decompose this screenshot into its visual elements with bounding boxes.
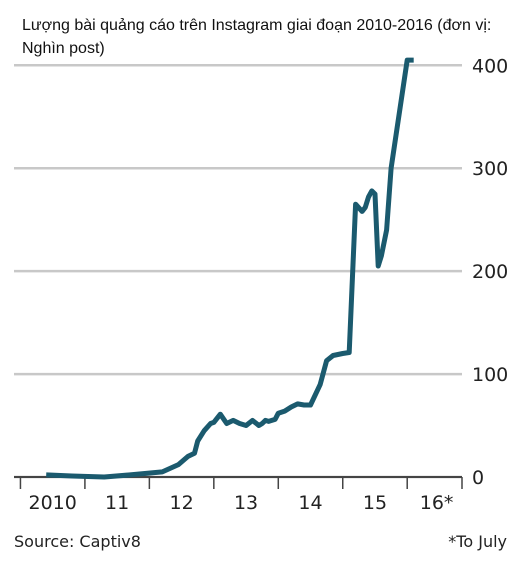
series-line (46, 57, 414, 480)
footnote: *To July (448, 532, 507, 551)
y-tick-label: 400 (472, 55, 508, 77)
x-axis: 2010 11 12 13 14 15 16* (14, 476, 463, 514)
x-tick-label: 11 (105, 492, 129, 514)
y-tick-label: 100 (472, 364, 508, 386)
x-tick-label: 16* (420, 492, 454, 514)
chart-title: Lượng bài quảng cáo trên Instagram giai … (22, 17, 492, 57)
x-tick-label: 15 (363, 492, 387, 514)
source-note: Source: Captiv8 (14, 532, 141, 551)
y-tick-label: 0 (472, 467, 484, 489)
series-group (46, 57, 414, 480)
y-tick-label: 200 (472, 261, 508, 283)
y-axis-labels: 0 100 200 300 400 (472, 55, 508, 489)
x-tick-label: 2010 (28, 492, 76, 514)
x-tick-label: 12 (170, 492, 194, 514)
x-tick-label: 14 (298, 492, 322, 514)
y-tick-label: 300 (472, 158, 508, 180)
x-tick-label: 13 (234, 492, 258, 514)
